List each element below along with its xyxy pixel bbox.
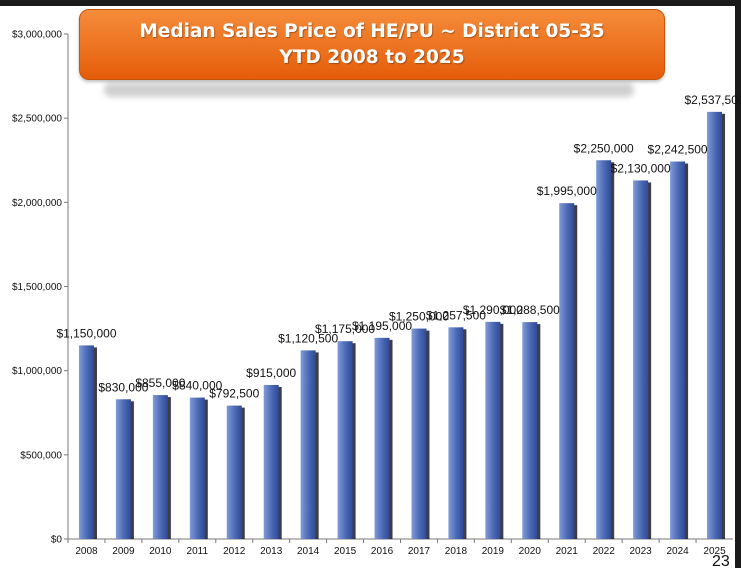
y-tick-label: $0 <box>51 535 63 546</box>
x-tick-label: 2013 <box>260 546 283 557</box>
x-tick-label: 2025 <box>703 546 726 557</box>
bar-2025 <box>707 111 723 540</box>
x-tick-label: 2017 <box>408 546 431 557</box>
x-tick-label: 2008 <box>75 546 98 557</box>
data-label: $1,120,500 <box>278 331 338 345</box>
data-label: $2,250,000 <box>574 141 634 155</box>
bar-2020 <box>522 322 538 539</box>
title-banner-shadow <box>104 83 634 97</box>
chart-subtitle: YTD 2008 to 2025 <box>279 46 465 68</box>
frame-border-top <box>0 0 741 6</box>
data-label: $2,537,500 <box>684 93 741 107</box>
x-tick-label: 2021 <box>556 546 579 557</box>
bar-2009 <box>115 399 131 539</box>
data-label: $915,000 <box>246 366 296 380</box>
data-label: $1,250,000 <box>389 310 449 324</box>
bar-2023 <box>633 180 649 539</box>
data-label: $792,500 <box>209 387 259 401</box>
bar-2013 <box>263 384 279 539</box>
bar-2010 <box>152 395 168 539</box>
axes-layer: $0 $500,000 $1,000,000 $1,500,000 $2,000,000… <box>12 30 733 546</box>
x-tick-label: 2022 <box>593 546 616 557</box>
data-label: $830,000 <box>98 380 148 394</box>
x-tick-label: 2009 <box>112 546 135 557</box>
x-tick-label: 2011 <box>187 546 209 557</box>
bar-2018 <box>448 327 464 539</box>
data-label: $840,000 <box>172 379 222 393</box>
x-tick-label: 2012 <box>223 546 246 557</box>
data-label: $1,995,000 <box>537 184 597 198</box>
data-label: $2,242,500 <box>648 143 708 157</box>
x-tick-label: 2010 <box>149 546 172 557</box>
bar-2019 <box>485 321 501 539</box>
labels-layer: 2008 $1,150,000 2009 $830,000 2010 $855,000 20… <box>56 93 741 557</box>
bar-2015 <box>337 341 353 539</box>
data-label: $1,257,500 <box>426 308 486 322</box>
x-tick-label: 2023 <box>630 546 653 557</box>
data-label: $1,288,500 <box>500 303 560 317</box>
y-tick-label: $1,500,000 <box>12 282 62 293</box>
x-tick-label: 2014 <box>297 546 320 557</box>
y-tick-label: $3,000,000 <box>12 30 62 41</box>
data-label: $2,130,000 <box>611 161 671 175</box>
bar-2022 <box>596 160 612 539</box>
bar-2012 <box>226 405 242 539</box>
bar-2014 <box>300 350 316 539</box>
x-tick-label: 2024 <box>666 546 689 557</box>
title-banner: Median Sales Price of HE/PU ~ District 0… <box>79 9 665 80</box>
bar-2017 <box>411 328 427 539</box>
x-tick-label: 2019 <box>482 546 505 557</box>
x-tick-label: 2018 <box>445 546 468 557</box>
y-tick-label: $500,000 <box>20 450 62 461</box>
x-tick-label: 2015 <box>334 546 357 557</box>
bars-layer <box>78 111 726 540</box>
x-tick-label: 2020 <box>519 546 542 557</box>
page-number: 23 <box>712 553 730 570</box>
bar-2008 <box>78 345 94 539</box>
frame-border-right <box>735 0 741 568</box>
x-tick-label: 2016 <box>371 546 394 557</box>
bar-2011 <box>189 397 205 539</box>
data-label: $855,000 <box>135 376 185 390</box>
bar-2024 <box>670 161 686 539</box>
bar-2021 <box>559 203 575 540</box>
data-label: $1,150,000 <box>56 326 116 340</box>
y-tick-label: $2,000,000 <box>12 198 62 209</box>
y-tick-label: $2,500,000 <box>12 114 62 125</box>
y-tick-label: $1,000,000 <box>12 366 62 377</box>
chart-title: Median Sales Price of HE/PU ~ District 0… <box>139 20 605 42</box>
bar-2016 <box>374 337 390 539</box>
data-label: $1,175,000 <box>315 322 375 336</box>
data-label: $1,290,000 <box>463 303 523 317</box>
data-label: $1,195,000 <box>352 319 412 333</box>
